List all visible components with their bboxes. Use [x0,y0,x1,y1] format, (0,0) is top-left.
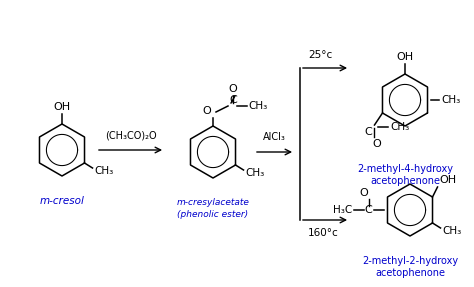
Text: 2-methyl-4-hydroxy
acetophenone: 2-methyl-4-hydroxy acetophenone [357,164,453,186]
Text: OH: OH [54,102,71,112]
Text: H₃C: H₃C [333,205,352,215]
Text: 25°c: 25°c [308,50,332,60]
Text: OH: OH [396,52,413,62]
Text: CH₃: CH₃ [391,122,410,132]
Text: O: O [372,139,381,149]
Text: 2-methyl-2-hydroxy
acetophenone: 2-methyl-2-hydroxy acetophenone [362,256,458,278]
Text: AlCl₃: AlCl₃ [263,132,286,142]
Text: CH₃: CH₃ [443,226,462,236]
Text: (CH₃CO)₂O: (CH₃CO)₂O [105,130,156,140]
Text: CH₃: CH₃ [94,166,114,176]
Text: C: C [364,205,372,215]
Text: C: C [365,127,373,137]
Text: m-cresylacetate
(phenolic ester): m-cresylacetate (phenolic ester) [176,198,249,219]
Text: m-cresol: m-cresol [39,196,84,206]
Text: O: O [228,84,237,94]
Text: O: O [202,106,211,116]
Text: CH₃: CH₃ [248,101,267,111]
Text: C: C [229,95,237,105]
Text: OH: OH [439,175,456,185]
Text: CH₃: CH₃ [441,95,460,105]
Text: 160°c: 160°c [308,228,339,238]
Text: CH₃: CH₃ [246,168,265,178]
Text: O: O [360,188,368,198]
